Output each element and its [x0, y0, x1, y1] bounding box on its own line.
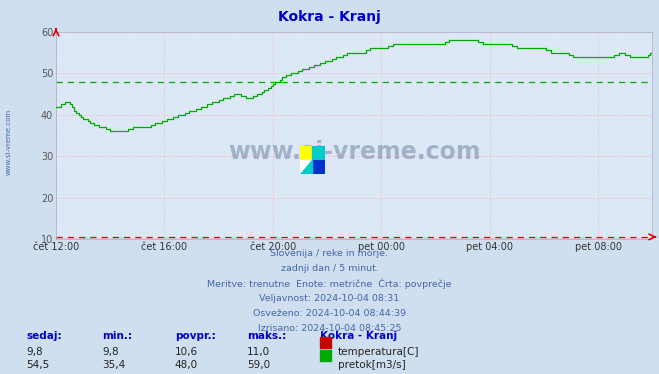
Bar — [312, 146, 325, 160]
Text: Meritve: trenutne  Enote: metrične  Črta: povprečje: Meritve: trenutne Enote: metrične Črta: … — [207, 279, 452, 289]
Bar — [300, 160, 325, 174]
Text: 11,0: 11,0 — [247, 347, 270, 357]
Text: 59,0: 59,0 — [247, 360, 270, 370]
Text: www.si-vreme.com: www.si-vreme.com — [228, 140, 480, 164]
Text: Kokra - Kranj: Kokra - Kranj — [278, 10, 381, 24]
Text: 9,8: 9,8 — [26, 347, 43, 357]
Text: pretok[m3/s]: pretok[m3/s] — [338, 360, 406, 370]
Text: Slovenija / reke in morje.: Slovenija / reke in morje. — [270, 249, 389, 258]
Text: 35,4: 35,4 — [102, 360, 125, 370]
Text: min.:: min.: — [102, 331, 132, 341]
Text: 9,8: 9,8 — [102, 347, 119, 357]
Text: povpr.:: povpr.: — [175, 331, 215, 341]
Text: sedaj:: sedaj: — [26, 331, 62, 341]
Text: zadnji dan / 5 minut.: zadnji dan / 5 minut. — [281, 264, 378, 273]
Text: Osveženo: 2024-10-04 08:44:39: Osveženo: 2024-10-04 08:44:39 — [253, 309, 406, 318]
Text: temperatura[C]: temperatura[C] — [338, 347, 420, 357]
Text: maks.:: maks.: — [247, 331, 287, 341]
Text: 10,6: 10,6 — [175, 347, 198, 357]
Text: Kokra - Kranj: Kokra - Kranj — [320, 331, 397, 341]
Text: 54,5: 54,5 — [26, 360, 49, 370]
Polygon shape — [300, 160, 312, 174]
Text: Izrisano: 2024-10-04 08:45:25: Izrisano: 2024-10-04 08:45:25 — [258, 324, 401, 332]
Text: 48,0: 48,0 — [175, 360, 198, 370]
Text: Veljavnost: 2024-10-04 08:31: Veljavnost: 2024-10-04 08:31 — [260, 294, 399, 303]
Bar — [312, 160, 325, 174]
Text: www.si-vreme.com: www.si-vreme.com — [5, 109, 11, 175]
Bar — [300, 146, 312, 160]
